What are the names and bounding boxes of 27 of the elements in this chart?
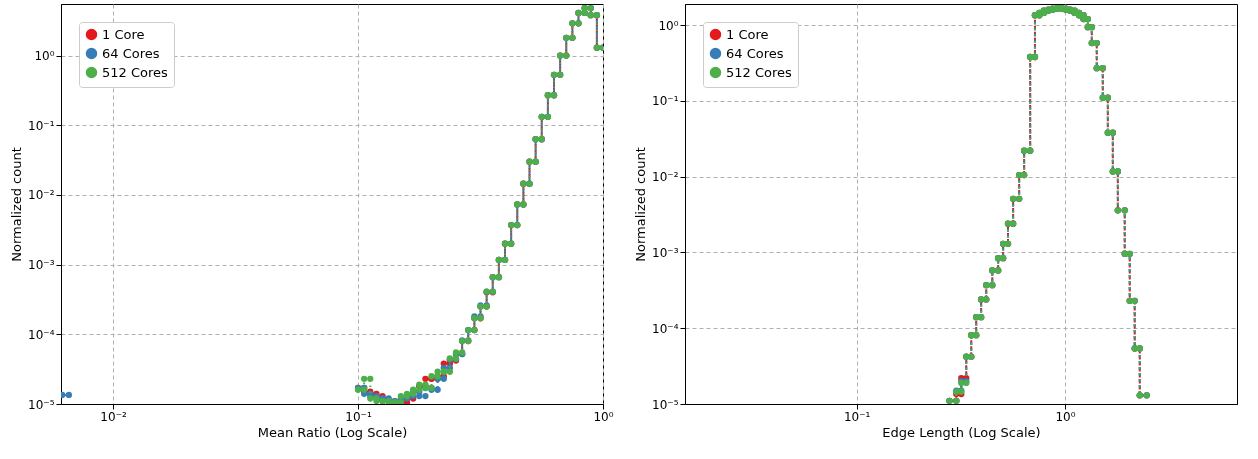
legend-label: 1 Core	[726, 26, 769, 42]
legend-label: 64 Cores	[102, 45, 160, 61]
legend-label: 64 Cores	[726, 45, 784, 61]
legend-label: 512 Cores	[726, 64, 793, 80]
y-tick-label: 10⁻³	[652, 245, 679, 260]
x-axis-title: Mean Ratio (Log Scale)	[257, 424, 408, 440]
y-tick-label: 10⁻²	[652, 170, 679, 185]
x-tick-label: 10⁻¹	[843, 409, 871, 424]
y-tick-label: 10⁻⁵	[652, 397, 679, 412]
x-axis-title: Edge Length (Log Scale)	[882, 424, 1041, 440]
x-tick-label: 10⁻²	[100, 409, 127, 424]
y-tick-label: 10⁻⁴	[652, 321, 679, 336]
legend-label: 512 Cores	[102, 64, 169, 80]
y-tick-label: 10⁻⁴	[28, 327, 55, 342]
y-tick-label: 10⁰	[658, 18, 679, 33]
y-tick-label: 10⁻¹	[28, 118, 55, 133]
y-axis-title: Normalized count	[633, 147, 649, 262]
x-tick-label: 10⁰	[593, 409, 614, 424]
y-tick-label: 10⁻³	[28, 258, 55, 273]
y-tick-label: 10⁻²	[28, 188, 55, 203]
y-tick-label: 10⁰	[34, 49, 55, 64]
legend-label: 1 Core	[102, 26, 145, 42]
x-tick-label: 10⁻¹	[345, 409, 372, 424]
y-tick-label: 10⁻⁵	[28, 397, 55, 412]
x-tick-label: 10⁰	[1055, 409, 1076, 424]
y-axis-title: Normalized count	[9, 147, 25, 262]
y-tick-label: 10⁻¹	[652, 94, 679, 109]
